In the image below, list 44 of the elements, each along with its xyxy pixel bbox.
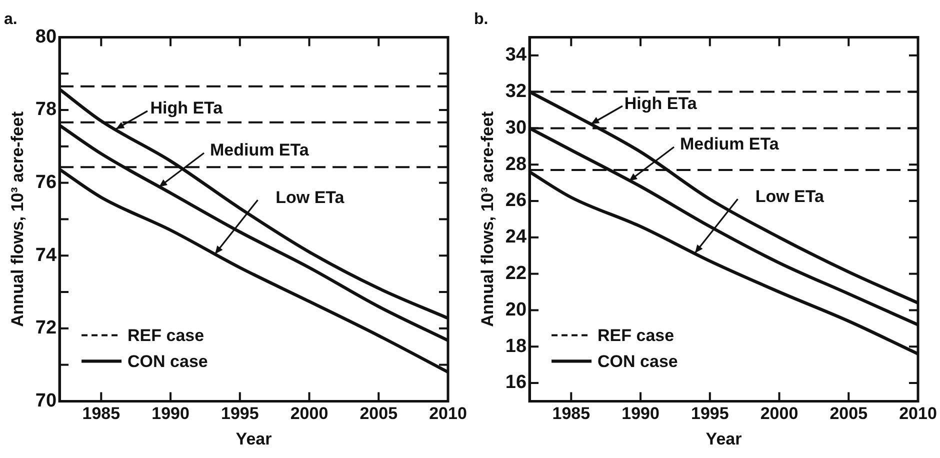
annotation: Medium ETa [210,140,310,160]
legend-label: REF case [128,326,204,345]
x-tick-label: 1985 [82,404,120,424]
y-tick-label: 22 [505,263,527,284]
annotation: Low ETa [276,188,345,207]
y-axis-title: Annual flows, 10³ acre-feet [478,111,497,327]
y-tick-label: 30 [505,117,527,138]
x-tick-label: 2005 [830,404,868,424]
y-tick-label: 72 [35,318,57,339]
legend-label: CON case [128,352,208,371]
y-axis-title: Annual flows, 10³ acre-feet [8,111,27,327]
annotation: Medium ETa [680,134,780,154]
legend-label: CON case [598,352,678,371]
annotation: High ETa [624,94,698,114]
x-tick-label: 2000 [760,404,798,424]
y-tick-label: 74 [35,244,57,266]
y-tick-label: 80 [35,26,57,48]
x-tick-label: 2005 [360,404,398,424]
chart-title: b. [474,11,488,28]
y-tick-label: 78 [35,99,57,120]
x-axis-title: Year [706,429,742,448]
x-tick-label: 1995 [220,404,259,424]
y-tick-label: 20 [505,299,527,320]
y-tick-label: 24 [505,226,527,248]
chart-title: a. [4,11,18,28]
y-tick-label: 76 [35,172,57,194]
y-tick-label: 70 [35,390,57,412]
x-axis-title: Year [236,429,272,448]
legend-label: REF case [598,326,674,345]
annotation: High ETa [150,98,224,118]
x-tick-label: 1990 [152,404,190,424]
x-tick-label: 1985 [552,404,590,424]
y-tick-label: 32 [505,81,527,102]
y-tick-label: 26 [505,190,527,212]
x-tick-label: 2010 [429,404,467,424]
x-tick-label: 2000 [290,404,328,424]
x-tick-label: 1995 [690,404,729,424]
y-tick-label: 18 [505,336,527,357]
x-tick-label: 2010 [899,404,937,424]
y-tick-label: 16 [505,372,527,394]
y-tick-label: 28 [505,154,527,175]
y-tick-label: 34 [505,44,527,66]
annotation: Low ETa [755,187,824,206]
x-tick-label: 1990 [622,404,660,424]
